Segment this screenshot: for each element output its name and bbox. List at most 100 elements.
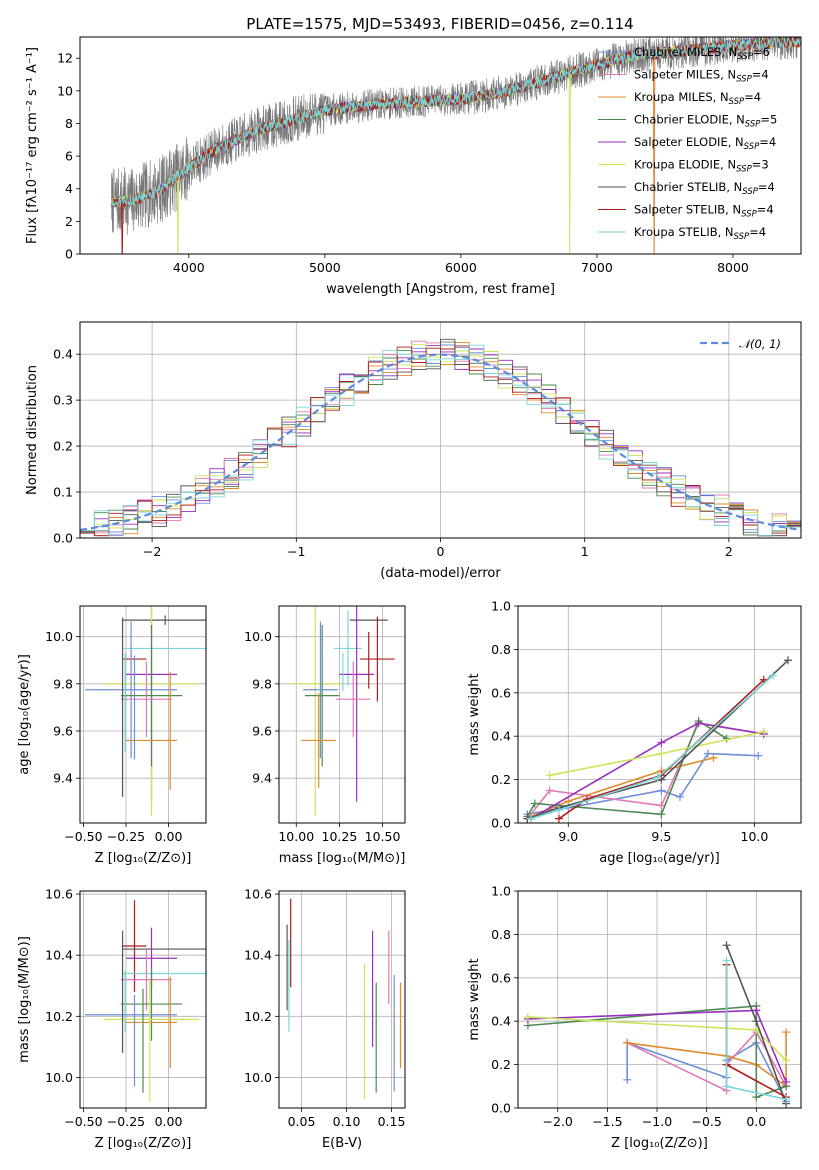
y-tick-label: 1.0: [491, 884, 511, 899]
x-tick-label: 0.10: [333, 1114, 361, 1129]
series-kroupa-elodie: [545, 727, 768, 780]
y-tick-label: 12: [57, 51, 73, 66]
x-axis-label: E(B-V): [322, 1136, 362, 1151]
point-chabrier-elodie: [304, 624, 340, 767]
y-tick-label: 10.0: [244, 1070, 272, 1085]
axes-frame: [517, 890, 802, 1109]
legend-entry: Chabrier MILES, NSSP=6: [634, 45, 770, 62]
x-tick-label: 8000: [717, 260, 749, 275]
model-line-kroupa-stelib: [110, 37, 801, 207]
chart-age-vs-mass: 10.00 10.25 10.50 9.4 9.6 9.8 10.0 mass [log₁₀(…: [244, 605, 406, 866]
series-salpeter-elodie: [523, 1006, 791, 1086]
marker: [769, 671, 778, 680]
y-tick-label: 8: [65, 116, 73, 131]
marker: [623, 1075, 632, 1084]
y-tick-label: 10.6: [45, 887, 73, 902]
y-tick-label: 10.2: [45, 1009, 73, 1024]
y-tick-label: 6: [65, 149, 73, 164]
y-tick-label: 0.4: [491, 1014, 511, 1029]
marker: [759, 675, 768, 684]
point-chabrier-elodie: [120, 624, 183, 767]
y-tick-label: 9.6: [252, 724, 272, 739]
point-chabrier-stelib: [122, 615, 206, 625]
figure-title: PLATE=1575, MJD=53493, FIBERID=0456, z=0…: [246, 15, 633, 33]
y-tick-label: 9.4: [53, 771, 73, 786]
marker: [657, 749, 666, 758]
y-tick-label: 10.4: [45, 948, 73, 963]
axes-frame: [79, 605, 207, 824]
y-tick-label: 9.4: [252, 771, 272, 786]
y-tick-label: 10.2: [244, 1009, 272, 1024]
legend: Chabrier MILES, NSSP=6 Salpeter MILES, NS…: [598, 45, 777, 242]
y-tick-label: 0.2: [491, 1057, 511, 1072]
point-kroupa-elodie: [289, 606, 342, 816]
legend-entry: Salpeter ELODIE, NSSP=4: [634, 135, 776, 152]
marker: [752, 1006, 761, 1015]
x-tick-label: 0.15: [378, 1114, 406, 1129]
axes-frame: [278, 605, 406, 824]
marker: [564, 797, 573, 806]
marker: [523, 1012, 532, 1021]
marker: [782, 1077, 791, 1086]
x-tick-label: 9.0: [558, 829, 578, 844]
series-kroupa-stelib: [527, 671, 778, 823]
axes-frame: [278, 890, 406, 1109]
x-tick-label: −0.5: [691, 1114, 721, 1129]
hist-kroupa-stelib: [80, 344, 801, 537]
legend-entry: Salpeter MILES, NSSP=4: [634, 68, 769, 85]
chart-spectrum: 4000 5000 6000 7000 8000 0 2 4 6 8 10 12 wavelength …: [25, 36, 802, 297]
y-axis-label: Flux [fλ10⁻¹⁷ erg cm⁻² s⁻¹ A⁻¹]: [25, 47, 40, 244]
y-tick-label: 0.8: [491, 927, 511, 942]
x-tick-label: 10.50: [365, 829, 401, 844]
series-salpeter-stelib: [554, 675, 768, 823]
plot-area: [80, 338, 801, 537]
x-tick-label: 9.5: [651, 829, 671, 844]
marker: [653, 773, 662, 782]
normal-curve: [80, 353, 801, 531]
marker: [657, 786, 666, 795]
x-tick-label: 10.00: [278, 829, 314, 844]
y-tick-label: 10.4: [244, 948, 272, 963]
point-chabrier-miles: [303, 621, 338, 759]
plot-area: [110, 37, 801, 254]
marker: [527, 814, 536, 823]
x-tick-label: −1.0: [642, 1114, 672, 1129]
marker: [752, 1017, 761, 1026]
y-tick-label: 2: [65, 214, 73, 229]
chart-weight-vs-age: 9.0 9.5 10.0 0.0 0.2 0.4 0.6 0.8 1.0 age [log₁₀(a…: [467, 599, 802, 866]
marker: [752, 1093, 761, 1102]
x-axis-label: (data-model)/error: [380, 566, 501, 581]
y-tick-label: 0.4: [491, 729, 511, 744]
marker: [722, 956, 731, 965]
x-axis-label: wavelength [Angstrom, rest frame]: [326, 282, 555, 297]
y-tick-label: 0.8: [491, 642, 511, 657]
x-tick-label: −2: [143, 544, 161, 559]
marker: [782, 1028, 791, 1037]
hist-salpeter-stelib: [80, 345, 801, 537]
point-salpeter-stelib: [122, 900, 147, 992]
y-tick-label: 0.1: [53, 485, 73, 500]
x-tick-label: 0.00: [155, 1114, 183, 1129]
point-salpeter-stelib: [360, 616, 395, 702]
axes-frame: [79, 36, 802, 255]
marker: [694, 719, 703, 728]
x-tick-label: −1.5: [592, 1114, 622, 1129]
marker: [722, 734, 731, 743]
y-tick-label: 9.6: [53, 724, 73, 739]
marker: [759, 727, 768, 736]
x-axis-label: Z [log₁₀(Z/Z⊙)]: [95, 1136, 192, 1151]
y-tick-label: 0.2: [53, 439, 73, 454]
marker: [675, 792, 684, 801]
series-kroupa-elodie: [523, 1012, 791, 1065]
y-tick-label: 10.0: [45, 629, 73, 644]
marker: [530, 799, 539, 808]
x-axis-label: Z [log₁₀(Z/Z⊙)]: [611, 1136, 708, 1151]
plot-area: [286, 898, 402, 1099]
plot-area: [523, 656, 792, 823]
y-axis-label: mass [log₁₀(M/M⊙)]: [17, 936, 32, 1063]
y-tick-label: 0.3: [53, 393, 73, 408]
x-tick-label: −0.25: [107, 829, 145, 844]
chart-residuals: −2 −1 0 1 2 0.0 0.1 0.2 0.3 0.4 (data-model)/error…: [25, 321, 802, 581]
x-tick-label: 10.25: [322, 829, 358, 844]
y-tick-label: 9.8: [252, 676, 272, 691]
